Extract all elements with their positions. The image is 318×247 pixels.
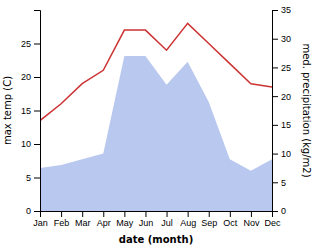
tick: Nov <box>243 211 260 228</box>
tick: 10 <box>272 149 291 159</box>
tick: 25 <box>272 63 291 73</box>
y-axis-title: max temp (C) <box>2 76 13 145</box>
tick-label: 5 <box>26 173 31 183</box>
tick: Feb <box>54 211 70 228</box>
precipitation-area <box>40 56 272 211</box>
y2-axis: 0 5 10 15 20 25 30 35 <box>272 5 291 216</box>
tick-mark <box>34 111 40 112</box>
tick-mark <box>188 211 189 217</box>
y2-axis-title: med. precipitation (kg/m2) <box>301 43 312 177</box>
tick-mark <box>272 10 278 11</box>
axis-line <box>273 11 279 212</box>
tick: 10 <box>21 139 40 149</box>
tick-mark <box>82 211 83 217</box>
tick-mark <box>230 211 231 217</box>
axis-line <box>34 11 41 212</box>
tick-mark <box>272 154 278 155</box>
tick-mark <box>272 125 278 126</box>
tick: Apr <box>97 211 111 228</box>
chart: JanFebMarAprMayJunJulAugSepOctNovDec0510… <box>0 0 318 247</box>
tick-mark <box>34 77 40 78</box>
tick-mark <box>272 96 278 97</box>
tick: 0 <box>272 206 286 216</box>
tick-label: Jul <box>161 218 173 228</box>
axis-line <box>41 212 273 218</box>
plot: JanFebMarAprMayJunJulAugSepOctNovDec0510… <box>2 5 312 245</box>
tick: 20 <box>21 72 40 82</box>
tick-label: 10 <box>281 149 291 159</box>
x-axis: Jan Feb Mar Apr May Jun Jul Aug Sep Oct Nov Dec <box>33 211 281 228</box>
tick-mark <box>103 211 104 217</box>
tick: May <box>116 211 134 228</box>
tick: 15 <box>272 120 291 130</box>
tick-label: Oct <box>223 218 238 228</box>
tick-mark <box>34 144 40 145</box>
tick: 5 <box>272 178 286 188</box>
tick: 25 <box>21 39 40 49</box>
tick-mark <box>272 211 278 212</box>
tick-mark <box>145 211 146 217</box>
tick-label: 20 <box>21 72 31 82</box>
tick-label: Mar <box>75 218 91 228</box>
tick: 0 <box>26 206 40 216</box>
tick-mark <box>272 182 278 183</box>
tick: Oct <box>223 211 238 228</box>
tick-label: May <box>116 218 134 228</box>
x-axis-title: date (month) <box>119 234 193 245</box>
tick: Mar <box>75 211 91 228</box>
tick-label: Feb <box>54 218 70 228</box>
tick: Jan <box>33 211 48 228</box>
tick-label: 0 <box>281 206 286 216</box>
tick-mark <box>209 211 210 217</box>
temperature-line <box>40 23 272 120</box>
tick: 35 <box>272 5 291 15</box>
tick-label: 15 <box>281 120 291 130</box>
y-axis: 0 5 10 15 20 25 <box>21 11 41 217</box>
tick-mark <box>251 211 252 217</box>
tick-label: 30 <box>281 34 291 44</box>
tick-mark <box>34 211 40 212</box>
tick-mark <box>272 39 278 40</box>
tick: Jul <box>161 211 173 228</box>
tick-label: 25 <box>281 63 291 73</box>
tick-label: Jan <box>33 218 48 228</box>
tick: Aug <box>180 211 196 228</box>
tick-mark <box>34 178 40 179</box>
tick: Sep <box>201 211 217 228</box>
tick: Jun <box>139 211 154 228</box>
tick-mark <box>124 211 125 217</box>
tick-label: Jun <box>139 218 154 228</box>
tick: 30 <box>272 34 291 44</box>
tick-mark <box>61 211 62 217</box>
tick-label: Dec <box>264 218 281 228</box>
tick-label: 0 <box>26 206 31 216</box>
tick-label: Nov <box>243 218 260 228</box>
tick-mark <box>167 211 168 217</box>
marks <box>40 23 272 211</box>
tick: Dec <box>264 211 281 228</box>
tick-label: Apr <box>97 218 111 228</box>
tick-label: Sep <box>201 218 217 228</box>
tick-label: Aug <box>180 218 196 228</box>
tick: 20 <box>272 92 291 102</box>
tick-label: 10 <box>21 139 31 149</box>
tick-label: 25 <box>21 39 31 49</box>
tick-mark <box>272 67 278 68</box>
tick-mark <box>34 44 40 45</box>
tick-label: 15 <box>21 106 31 116</box>
tick-label: 20 <box>281 92 291 102</box>
tick-label: 35 <box>281 5 291 15</box>
tick: 15 <box>21 106 40 116</box>
tick-label: 5 <box>281 178 286 188</box>
tick: 5 <box>26 173 40 183</box>
